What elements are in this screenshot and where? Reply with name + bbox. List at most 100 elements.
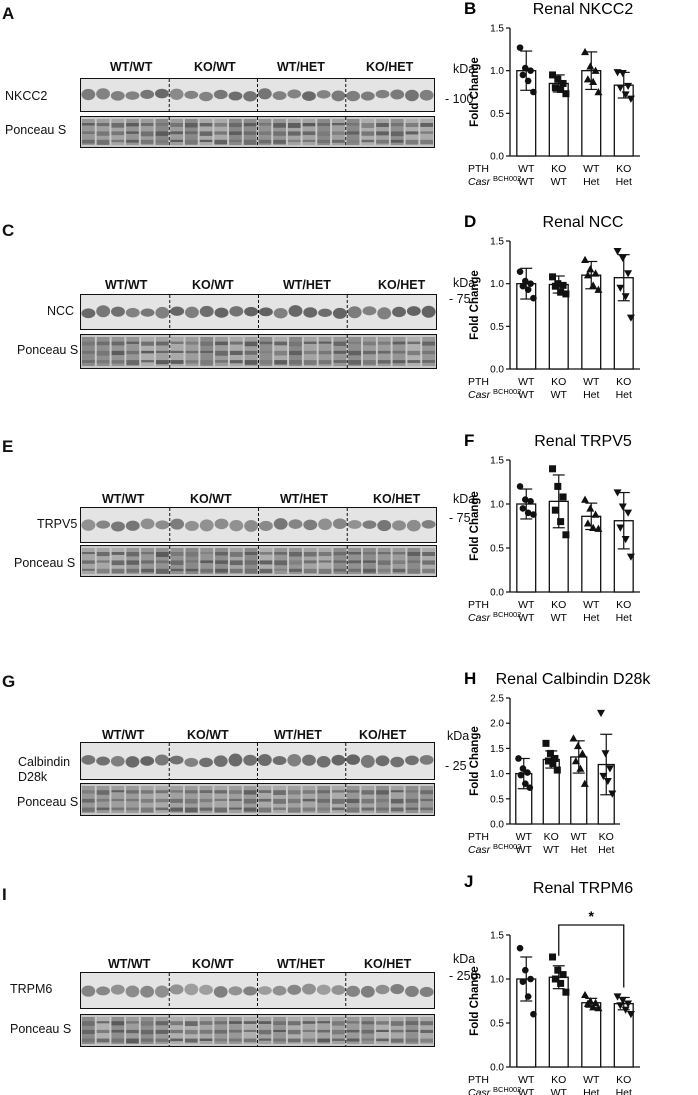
data-point [562,531,570,539]
x-tick-label-casr: WT [543,844,560,856]
data-point [613,993,622,1001]
panel-letter: G [2,672,16,691]
x-tick-label-pth: KO [616,599,631,611]
data-point [527,67,534,74]
y-tick-label: 0.0 [490,1063,504,1074]
data-point [524,286,532,293]
x-tick-label-casr: WT [551,612,568,624]
x-tick-label-casr: Het [583,389,599,401]
data-point [616,524,625,532]
loading-label: Ponceau S [17,795,79,809]
data-point [621,293,630,301]
y-tick-label: 0.0 [490,820,504,831]
x-tick-label-casr: WT [551,1087,568,1095]
protein-label: Calbindin [18,755,71,769]
data-point [526,784,534,792]
data-point [594,285,603,293]
data-point [522,966,529,974]
x-tick-label-casr: Het [571,844,587,856]
group-label: WT/WT [110,60,153,74]
data-point [551,282,559,290]
data-point [524,77,532,85]
data-point [626,314,635,322]
panel-letter: J [464,872,473,891]
protein-blot [80,294,437,330]
x-tick-label-casr: WT [518,1087,535,1095]
group-label: KO/WT [192,957,234,971]
data-point [519,978,527,985]
data-point [621,536,630,544]
protein-label: TRPV5 [37,517,78,531]
y-tick-label: 1.0 [490,769,504,780]
x-tick-label-casr: WT [518,176,535,188]
x-tick-label-casr: Het [583,176,599,188]
data-point [530,294,537,302]
data-point [527,280,534,287]
chart-title: Renal NKCC2 [533,1,634,18]
data-point [576,764,585,772]
data-point [618,70,627,78]
group-label: KO/HET [373,492,421,506]
data-point [589,523,598,531]
x-tick-label-pth: KO [551,1074,566,1086]
data-point [616,284,625,292]
ponceau-blot [80,783,435,816]
x-tick-label-pth: WT [583,376,600,388]
x-tick-label-casr: WT [518,612,535,624]
data-point [551,506,559,514]
y-tick-label: 0.5 [490,109,504,120]
group-label: WT/WT [102,728,145,742]
protein-blot [80,78,435,112]
data-point [554,75,562,83]
kda-marker: - 75 [449,292,471,306]
panel-letter: I [2,885,7,904]
data-point [559,971,567,979]
data-point [613,489,622,497]
group-label: WT/WT [108,957,151,971]
data-point [603,777,612,786]
group-label: KO/WT [187,728,229,742]
y-tick-label: 0.5 [490,1019,504,1030]
data-point [557,518,565,526]
bar [581,1002,602,1068]
row-label-superscript: BCH002 [493,387,521,396]
data-point [583,519,592,527]
data-point [524,769,531,776]
data-point [527,975,534,983]
x-tick-label-pth: WT [583,599,600,611]
loading-label: Ponceau S [10,1022,72,1036]
ponceau-blot [80,1014,435,1047]
panel-letter: E [2,437,14,456]
x-tick-label-casr: Het [616,1087,632,1095]
data-point [519,765,527,772]
x-tick-label-casr: Het [583,612,599,624]
chart-title: Renal TRPM6 [533,880,633,897]
row-label-pth: PTH [468,599,489,611]
row-label-pth: PTH [468,163,489,175]
panel-letter: D [464,212,476,231]
data-point [586,265,595,273]
y-tick-label: 0.0 [490,365,504,376]
panel-letter: C [2,221,15,240]
data-point [519,71,527,79]
data-point [527,498,534,505]
data-point [551,754,559,762]
panel-letter: A [2,4,15,23]
x-tick-label-pth: KO [616,163,631,175]
x-tick-label-pth: KO [616,376,631,388]
data-point [583,75,592,83]
y-tick-label: 1.0 [490,279,504,290]
x-tick-label-pth: KO [551,599,566,611]
x-tick-label-pth: KO [551,163,566,175]
y-tick-label: 1.5 [490,24,504,35]
data-point [583,999,592,1007]
bar-chart-h: H Renal Calbindin D28k 0.0 0.5 1.0 1.5 2.0 2.5 F… [464,669,651,856]
y-tick-label: 0.0 [490,588,504,599]
data-point [530,1010,537,1018]
group-label: WT/HET [283,278,331,292]
data-point [599,772,608,781]
data-point [580,779,589,787]
data-point [618,503,627,511]
group-label: WT/HET [277,957,325,971]
